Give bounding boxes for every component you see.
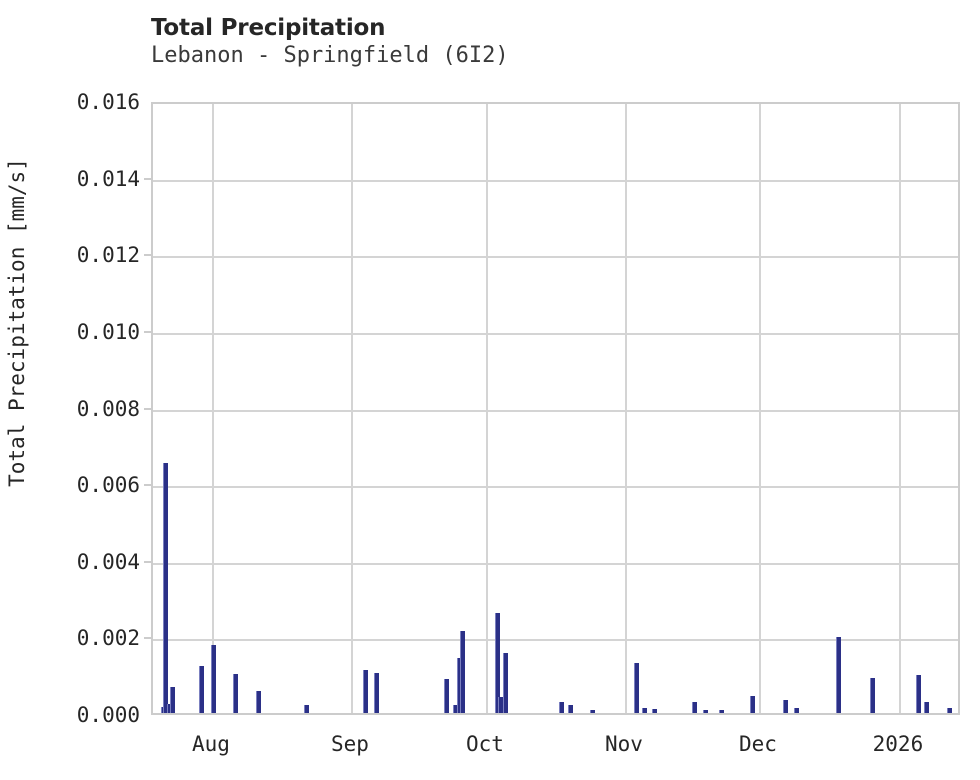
y-tick-label: 0.016 [76,90,140,114]
gridline-horizontal [153,409,958,412]
gridline-vertical [624,104,627,713]
bar [923,702,929,713]
page-title: Total Precipitation [151,15,386,41]
gridline-horizontal [153,256,958,259]
y-tick-mark [144,560,151,563]
x-tick-label: Aug [191,732,230,756]
bar [211,644,216,713]
bar [641,708,647,713]
bar [946,708,952,713]
bar [749,696,755,713]
bar [651,708,657,713]
bar [567,704,573,713]
x-tick-label: Nov [604,732,643,756]
bar [691,702,697,713]
y-tick-label: 0.008 [76,396,140,421]
gridline-horizontal [153,179,958,182]
y-tick-label: 0.010 [76,319,140,344]
bar [793,708,799,713]
bar [558,701,564,713]
bar [915,675,921,713]
bar [497,696,503,713]
bar [835,636,841,713]
y-tick-label: 0.000 [76,703,140,727]
gridline-vertical [758,104,761,713]
y-tick-mark [144,407,151,410]
gridline-horizontal [153,486,958,489]
bar [869,677,875,713]
bar [373,672,379,713]
bar [166,704,172,713]
y-tick-label: 0.012 [76,243,140,268]
gridline-horizontal [153,639,958,642]
gridline-vertical [485,104,488,713]
x-tick-label: Oct [465,732,504,756]
bar [702,709,708,713]
bar [782,699,788,713]
y-tick-label: 0.014 [76,166,140,191]
y-tick-mark [144,254,151,257]
x-axis-tick-labels: Aug Sep Oct Nov Dec 2026 [0,730,980,770]
bar [633,662,639,713]
bar [169,687,175,713]
bar [233,673,238,713]
bar [456,658,462,713]
gridline-vertical [350,104,353,713]
y-tick-mark [144,177,151,180]
chart-subtitle: Lebanon - Springfield (6I2) [151,43,509,68]
x-tick-label: Sep [330,732,369,756]
gridline-vertical [898,104,901,713]
y-tick-mark [144,484,151,487]
title-block: Total Precipitation Lebanon - Springfiel… [151,14,851,70]
gridline-horizontal [153,562,958,565]
plot-area [151,102,960,715]
bar [452,704,458,713]
bar [255,691,261,713]
y-tick-mark [144,330,151,333]
x-tick-label: Dec [739,732,777,756]
bar [303,704,309,713]
bar [718,710,724,713]
bar [502,652,508,713]
y-tick-label: 0.006 [76,473,140,498]
bar [199,666,205,713]
gridline-horizontal [153,332,958,335]
gridline-vertical [211,104,214,713]
bar [459,630,465,713]
bar [443,678,449,713]
bar [494,613,500,713]
y-tick-label: 0.002 [76,626,140,651]
bar [589,710,595,713]
bar [362,670,368,713]
x-tick-label: 2026 [872,732,924,756]
y-tick-label: 0.004 [76,549,140,574]
y-tick-mark [144,637,151,640]
y-axis-tick-labels: 0.000 0.002 0.004 0.006 0.008 0.010 0.012 0.014… [0,0,140,780]
bar [163,462,169,713]
